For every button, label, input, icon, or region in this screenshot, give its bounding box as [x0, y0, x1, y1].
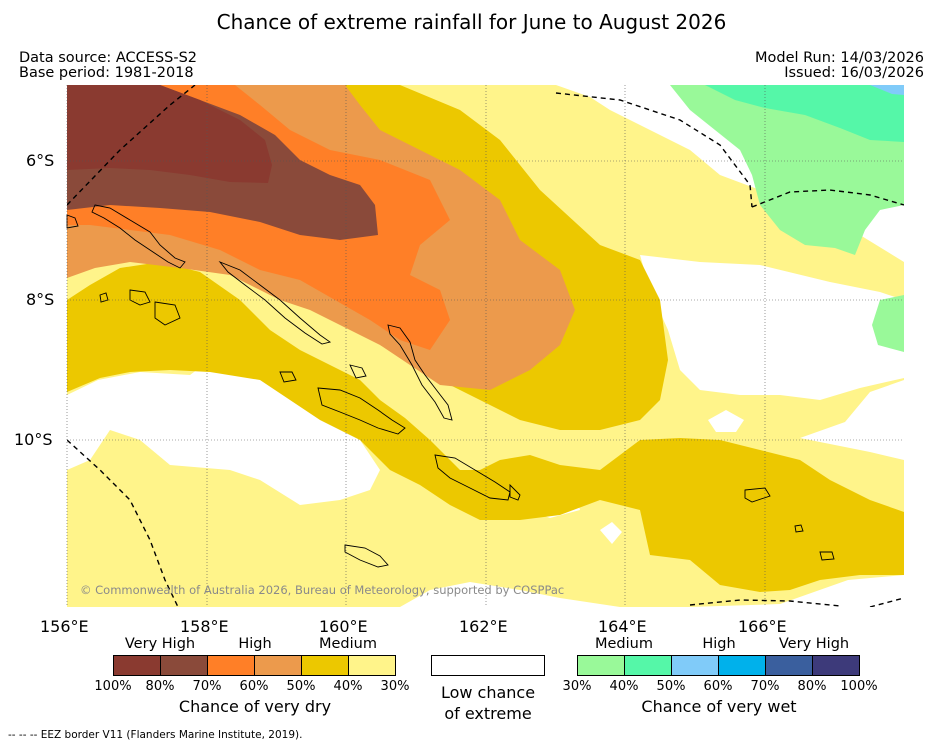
island-santa-cruz	[744, 487, 771, 503]
region-low-left	[67, 352, 380, 505]
island-new-georgia	[317, 387, 406, 435]
island-small-5	[279, 371, 297, 383]
low-swatch	[431, 655, 545, 676]
island-bougainville	[91, 204, 186, 269]
region-low-right	[640, 255, 904, 400]
meta-right: Model Run: 14/03/2026 Issued: 16/03/2026	[755, 51, 924, 81]
copyright-notice: © Commonwealth of Australia 2026, Bureau…	[80, 583, 565, 597]
wet-swatch	[577, 655, 625, 676]
wet-cat-high: High	[702, 636, 736, 652]
island-santa-isabel	[387, 324, 453, 421]
lon-label-160e: 160°E	[319, 617, 368, 636]
island-small-1	[99, 292, 109, 303]
dry-tick: 60%	[239, 679, 269, 694]
dry-swatch	[160, 655, 208, 676]
eez-border-nw	[67, 85, 196, 206]
lon-label-164e: 164°E	[598, 617, 647, 636]
eez-border-e	[751, 189, 904, 208]
dry-swatch	[207, 655, 255, 676]
base-period: Base period: 1981-2018	[19, 65, 194, 81]
map-title: Chance of extreme rainfall for June to A…	[216, 10, 727, 34]
region-dry-40-50	[67, 262, 904, 592]
lat-label-6s: 6°S	[26, 151, 55, 170]
region-wet-50-60	[870, 85, 904, 95]
issued-date: Issued: 16/03/2026	[784, 65, 924, 81]
eez-border-sw	[67, 439, 179, 607]
wet-tick: 50%	[656, 679, 686, 694]
wet-swatch	[765, 655, 813, 676]
eez-border-s	[689, 599, 841, 607]
island-small-2	[129, 289, 151, 306]
dry-tick: 100%	[94, 679, 132, 694]
lat-label-8s: 8°S	[26, 290, 55, 309]
dry-legend-title: Chance of very dry	[178, 697, 332, 716]
region-wet-40-50	[705, 85, 904, 142]
region-low-bottom-2	[600, 522, 622, 544]
region-dry-80-100	[67, 85, 272, 183]
dry-tick: 50%	[286, 679, 316, 694]
wet-tick: 60%	[703, 679, 733, 694]
dry-swatch	[254, 655, 302, 676]
footer-eez-note: -- -- -- EEZ border V11 (Flanders Marine…	[8, 729, 303, 741]
dry-tick: 40%	[333, 679, 363, 694]
dry-cat-medium: Medium	[319, 636, 377, 652]
island-malaita	[509, 483, 521, 501]
dry-cat-very-high: Very High	[124, 636, 196, 652]
rainfall-field	[67, 85, 904, 607]
dry-swatch	[113, 655, 161, 676]
eez-border-se	[869, 597, 904, 607]
graticule	[66, 85, 904, 607]
low-legend-line1: Low chance	[440, 683, 536, 702]
wet-swatch	[718, 655, 766, 676]
data-source: Data source: ACCESS-S2	[19, 50, 198, 66]
wet-swatch	[671, 655, 719, 676]
dry-swatch	[348, 655, 396, 676]
wet-cat-medium: Medium	[595, 636, 653, 652]
model-run: Model Run: 14/03/2026	[754, 50, 924, 66]
dry-tick: 70%	[192, 679, 222, 694]
wet-tick: 30%	[562, 679, 592, 694]
island-makira	[344, 544, 389, 568]
dry-tick: 80%	[145, 679, 175, 694]
wet-tick: 100%	[840, 679, 878, 694]
wet-cat-very-high: Very High	[778, 636, 850, 652]
island-small-6	[794, 524, 804, 533]
island-choiseul	[218, 260, 332, 345]
dry-swatch	[301, 655, 349, 676]
lon-label-166e: 166°E	[738, 617, 787, 636]
island-small-7	[819, 551, 835, 561]
wet-tick: 80%	[797, 679, 827, 694]
meta-left: Data source: ACCESS-S2 Base period: 1981…	[19, 51, 197, 81]
dry-tick: 30%	[380, 679, 410, 694]
lon-label-158e: 158°E	[180, 617, 229, 636]
island-small-4	[349, 364, 367, 379]
island-small-3	[154, 301, 181, 326]
wet-legend-title: Chance of very wet	[641, 697, 797, 716]
island-guadalcanal	[434, 454, 511, 501]
wet-tick: 70%	[750, 679, 780, 694]
lon-label-162e: 162°E	[459, 617, 508, 636]
wet-tick: 40%	[609, 679, 639, 694]
region-wet-30-40-b	[872, 295, 904, 352]
eez-borders	[67, 85, 904, 607]
eez-border-ne	[555, 92, 753, 208]
lat-label-10s: 10°S	[14, 430, 53, 449]
wet-swatch	[624, 655, 672, 676]
coastlines	[66, 204, 835, 568]
lon-label-156e: 156°E	[40, 617, 89, 636]
wet-swatch	[812, 655, 860, 676]
region-low-right-2	[708, 410, 744, 432]
low-legend-line2: of extreme	[444, 704, 532, 723]
dry-cat-high: High	[238, 636, 272, 652]
